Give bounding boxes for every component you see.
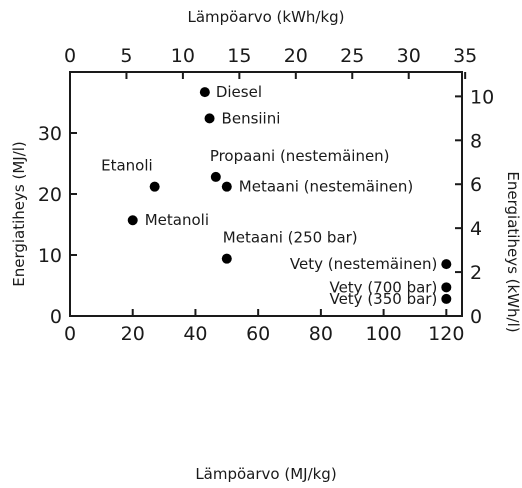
data-point	[441, 282, 452, 293]
bottom-tick-label: 100	[365, 323, 401, 345]
top-tick-label: 20	[284, 45, 308, 67]
left-tick-label: 30	[38, 123, 62, 145]
right-tick-label: 4	[470, 218, 482, 240]
top-tick-label: 5	[120, 45, 132, 67]
top-tick-label: 30	[397, 45, 421, 67]
data-point-label: Metaani (nestemäinen)	[239, 178, 413, 196]
top-tick-label: 0	[64, 45, 76, 67]
data-point	[149, 181, 160, 192]
data-point	[204, 113, 215, 124]
data-point-label: Vety (700 bar)	[329, 278, 437, 296]
data-point-label: Bensiini	[222, 109, 281, 127]
top-tick-label: 10	[171, 45, 195, 67]
data-point	[441, 259, 452, 270]
data-point	[210, 171, 221, 182]
bottom-tick-label: 80	[309, 323, 333, 345]
right-tick-label: 2	[470, 262, 482, 284]
right-tick-label: 0	[470, 306, 482, 328]
data-point	[127, 215, 138, 226]
left-tick-label: 20	[38, 184, 62, 206]
data-point	[221, 181, 232, 192]
data-points: Diesel Bensiini Propaani (nestemäinen) Etan…	[101, 83, 452, 308]
top-tick-label: 25	[340, 45, 364, 67]
x-axis-top-title: Lämpöarvo (kWh/kg)	[187, 8, 344, 26]
y-axis-left-title: Energiatiheys (MJ/l)	[10, 141, 28, 287]
x-axis-bottom-title: Lämpöarvo (MJ/kg)	[195, 465, 336, 483]
bottom-tick-label: 40	[183, 323, 207, 345]
bottom-axis-ticks: 0 20 40 60 80 100 120	[64, 309, 464, 345]
data-point-label: Diesel	[216, 83, 262, 101]
bottom-tick-label: 0	[64, 323, 76, 345]
data-point-label: Vety (nestemäinen)	[290, 255, 437, 273]
top-axis-ticks: 0 5 10 15 20 25 30 35	[64, 45, 477, 79]
bottom-tick-label: 60	[246, 323, 270, 345]
data-point	[221, 253, 232, 264]
left-tick-label: 0	[50, 306, 62, 328]
left-axis-ticks: 0 10 20 30	[38, 123, 77, 328]
left-tick-label: 10	[38, 245, 62, 267]
bottom-tick-label: 20	[121, 323, 145, 345]
y-axis-right-title: Energiatiheys (kWh/l)	[504, 171, 522, 332]
right-tick-label: 10	[470, 86, 494, 108]
bottom-tick-label: 120	[428, 323, 464, 345]
data-point-label: Propaani (nestemäinen)	[210, 147, 390, 165]
data-point-label: Etanoli	[101, 157, 153, 175]
right-tick-label: 6	[470, 174, 482, 196]
top-tick-label: 15	[227, 45, 251, 67]
data-point	[199, 87, 210, 98]
top-tick-label: 35	[453, 45, 477, 67]
data-point-label: Metaani (250 bar)	[223, 229, 358, 247]
data-point-label: Vety (350 bar)	[329, 290, 437, 308]
right-axis-ticks: 0 2 4 6 8 10	[455, 86, 494, 328]
data-point	[441, 293, 452, 304]
right-tick-label: 8	[470, 130, 482, 152]
data-point-label: Metanoli	[145, 211, 209, 229]
